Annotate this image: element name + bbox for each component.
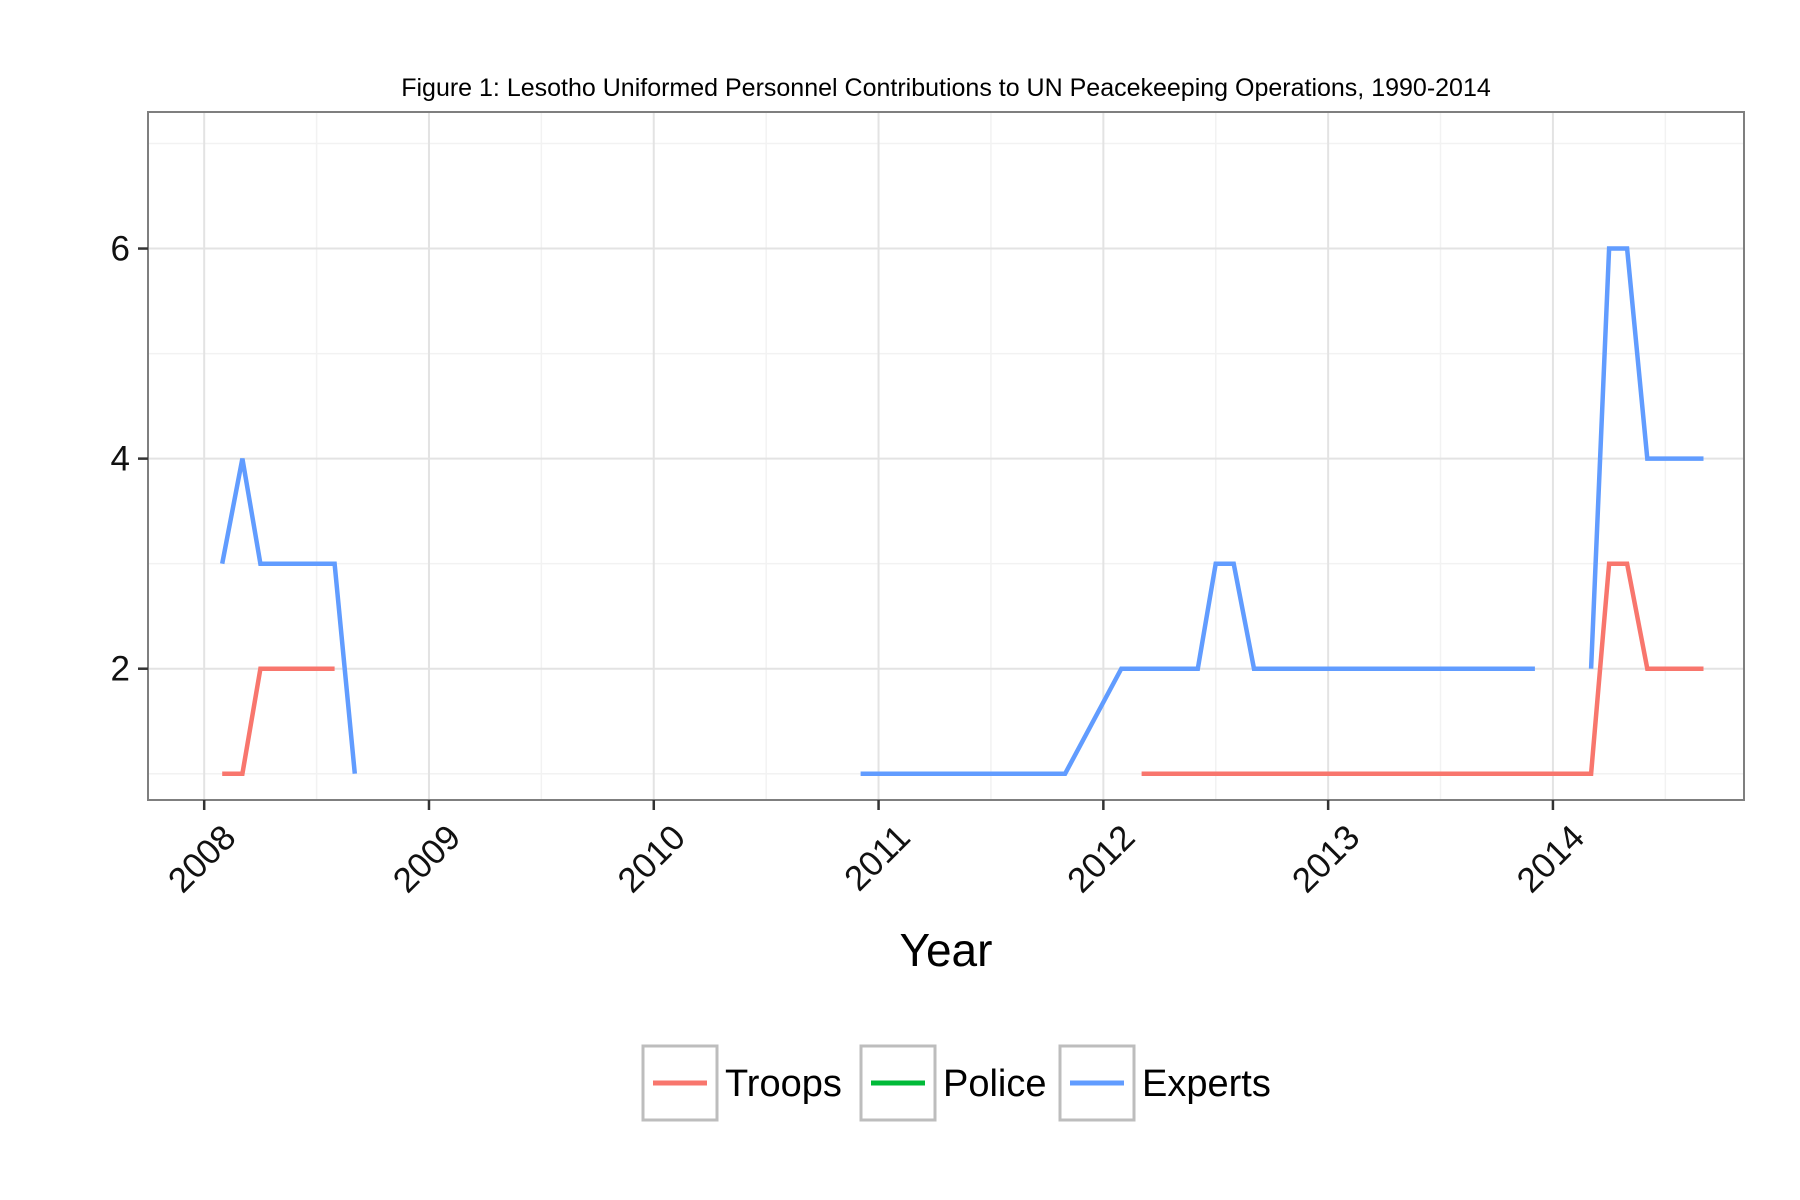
y-tick-label: 2 bbox=[111, 650, 130, 689]
legend: Troops Police Experts bbox=[641, 1044, 1271, 1122]
y-axis: 2 4 6 bbox=[111, 230, 148, 689]
x-axis-title: Year bbox=[900, 924, 993, 976]
series-line-experts bbox=[1588, 246, 1704, 669]
x-tick-label: 2014 bbox=[1509, 818, 1592, 901]
series-line-troops bbox=[222, 666, 335, 776]
series-line-troops bbox=[1141, 561, 1704, 776]
legend-label-police: Police bbox=[943, 1063, 1047, 1105]
legend-label-troops: Troops bbox=[725, 1063, 842, 1105]
series-line-experts bbox=[219, 458, 358, 774]
series-line-experts bbox=[860, 561, 1535, 776]
legend-label-experts: Experts bbox=[1142, 1063, 1271, 1105]
chart-title: Figure 1: Lesotho Uniformed Personnel Co… bbox=[401, 74, 1491, 102]
y-tick-label: 6 bbox=[111, 230, 130, 269]
x-tick-label: 2010 bbox=[610, 818, 693, 901]
plot-panel-border bbox=[147, 111, 1745, 801]
x-tick-label: 2012 bbox=[1060, 818, 1143, 901]
x-tick-label: 2008 bbox=[161, 818, 244, 901]
x-axis: 2008 2009 2010 2011 2012 2013 2014 bbox=[161, 800, 1592, 900]
minor-gridlines bbox=[148, 112, 1744, 800]
x-tick-label: 2011 bbox=[837, 818, 918, 899]
major-gridlines bbox=[148, 112, 1744, 800]
series-lines bbox=[219, 246, 1704, 776]
x-tick-label: 2013 bbox=[1285, 818, 1368, 901]
y-tick-label: 4 bbox=[111, 440, 130, 479]
x-tick-label: 2009 bbox=[386, 818, 469, 901]
